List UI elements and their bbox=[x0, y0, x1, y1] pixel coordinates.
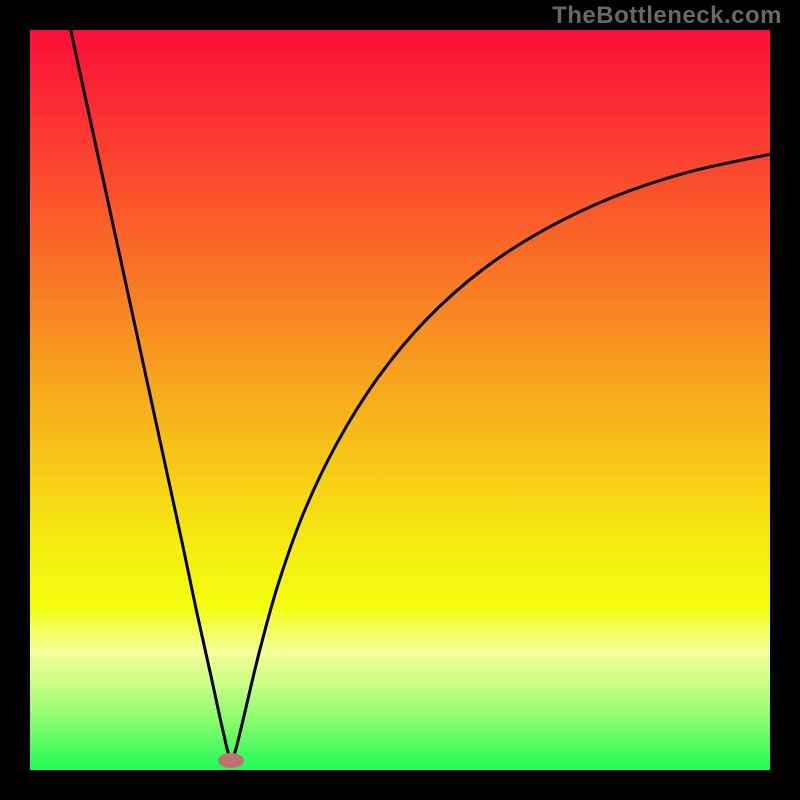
chart-container: TheBottleneck.com bbox=[0, 0, 800, 800]
gradient-background bbox=[30, 30, 770, 770]
watermark-text: TheBottleneck.com bbox=[552, 2, 782, 30]
minimum-marker bbox=[218, 753, 244, 768]
plot-area bbox=[30, 30, 770, 770]
plot-svg bbox=[30, 30, 770, 770]
